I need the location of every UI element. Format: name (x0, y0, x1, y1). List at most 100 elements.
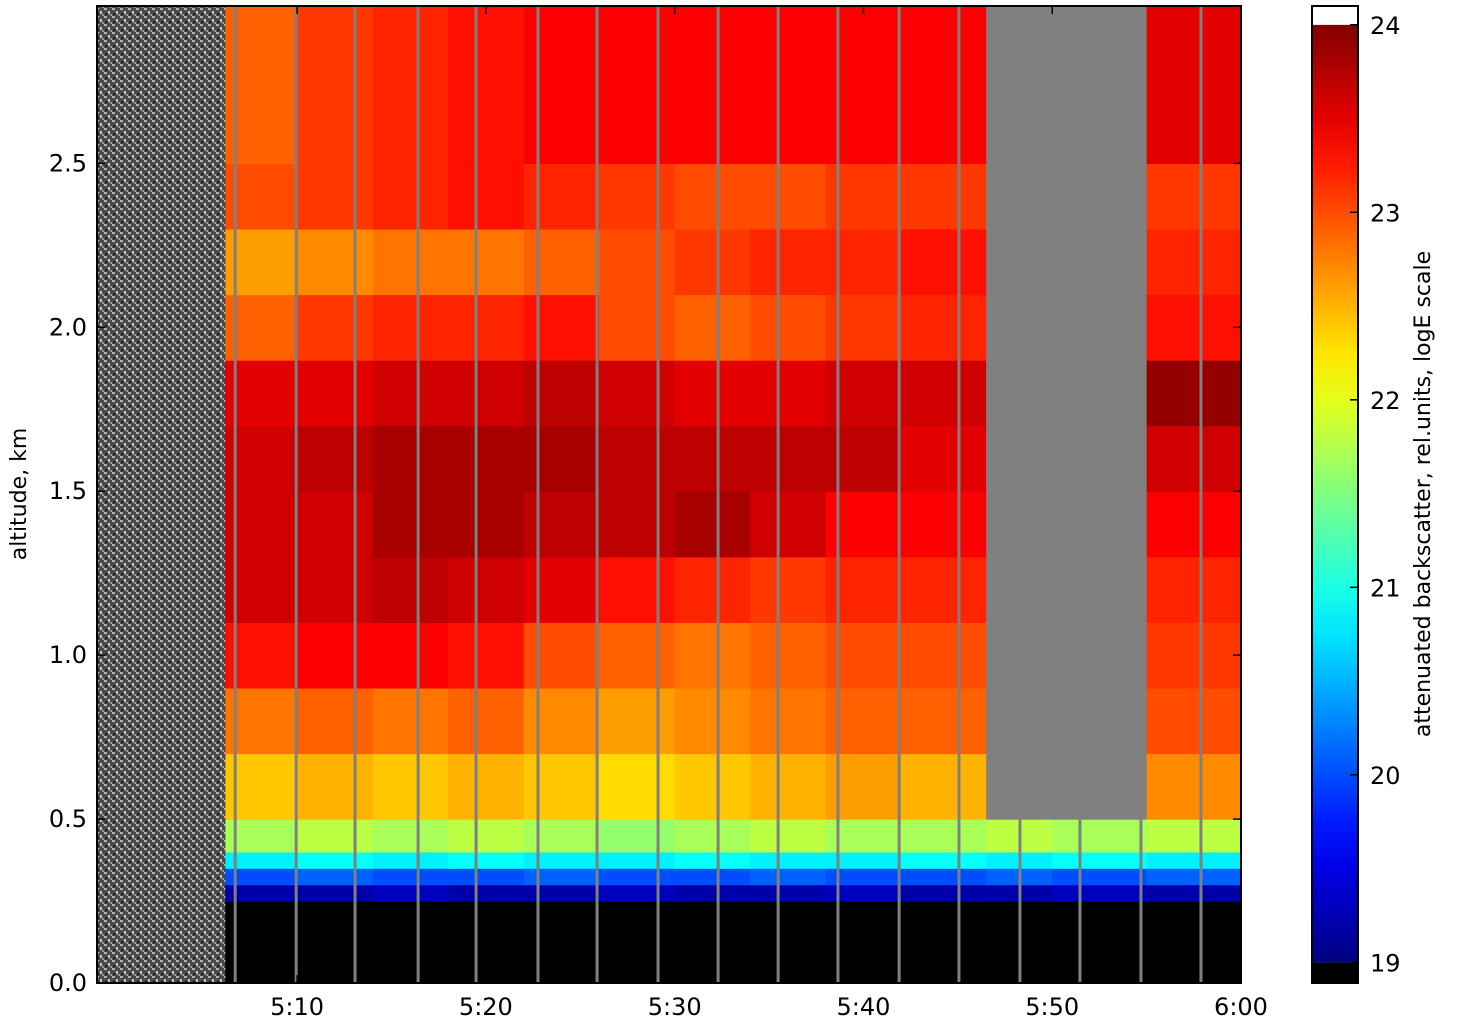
colorbar-over (1312, 6, 1358, 25)
heat-cell (448, 556, 525, 623)
heat-cell (448, 687, 525, 755)
heat-cell (1052, 622, 1148, 689)
heat-cell (599, 360, 676, 427)
heat-cell (523, 556, 600, 623)
heat-cell (97, 163, 226, 230)
heat-cell (448, 819, 525, 853)
heat-cell (674, 6, 751, 164)
heat-cell (372, 884, 449, 902)
heat-cell (750, 622, 827, 689)
heat-cell (1052, 294, 1148, 361)
heat-cell (225, 687, 298, 755)
heat-cell (297, 294, 374, 361)
heat-cell (1146, 163, 1242, 230)
heat-cell (97, 753, 226, 820)
heat-cell (448, 884, 525, 902)
heat-cell (97, 6, 226, 164)
heat-cell (599, 753, 676, 820)
heat-cell (901, 228, 987, 296)
heat-cell (523, 851, 600, 869)
heat-cell (297, 425, 374, 492)
heat-cell (97, 622, 226, 689)
x-tick-label: 5:40 (836, 993, 890, 1021)
heat-cell (599, 884, 676, 902)
x-tick-label: 5:20 (459, 993, 513, 1021)
heat-cell (97, 228, 226, 296)
heat-cell (599, 556, 676, 623)
heat-cell (599, 228, 676, 296)
heat-cell (448, 294, 525, 361)
heat-cell (901, 6, 987, 164)
colorbar-tick-label: 23 (1370, 199, 1401, 227)
heat-cell (1146, 819, 1242, 853)
colorbar-tick-label: 22 (1370, 387, 1401, 415)
heat-cell (1146, 687, 1242, 755)
plot-frame (96, 5, 1242, 984)
heat-cell (674, 687, 751, 755)
heat-cell (372, 622, 449, 689)
heat-cell (901, 491, 987, 558)
heat-cell (448, 851, 525, 869)
heat-cell (750, 556, 827, 623)
heat-cell (523, 6, 600, 164)
heat-cell (825, 868, 902, 886)
colorbar-under (1312, 962, 1358, 983)
x-tick-label: 5:10 (270, 993, 324, 1021)
heat-cell (225, 294, 298, 361)
heat-cell (523, 360, 600, 427)
heat-cell (674, 556, 751, 623)
heat-cell (448, 753, 525, 820)
y-tick-label: 0.5 (49, 805, 87, 833)
heat-cell (750, 901, 827, 984)
heat-cell (448, 425, 525, 492)
heat-cell (599, 687, 676, 755)
heat-cell (750, 851, 827, 869)
heat-cell (1052, 228, 1148, 296)
heat-cell (372, 360, 449, 427)
heat-cell (674, 425, 751, 492)
colorbar-tick-label: 20 (1370, 762, 1401, 790)
heat-cell (1052, 851, 1148, 869)
heat-cell (1052, 425, 1148, 492)
heat-cell (1052, 687, 1148, 755)
heat-cell (523, 622, 600, 689)
y-tick-label: 0.0 (49, 969, 87, 997)
heat-cell (372, 753, 449, 820)
heat-cell (1052, 163, 1148, 230)
heat-cell (825, 884, 902, 902)
heat-cell (674, 491, 751, 558)
heat-cell (297, 819, 374, 853)
heat-cell (97, 868, 226, 886)
heat-cell (1146, 360, 1242, 427)
heat-cell (448, 6, 525, 164)
heat-cell (372, 228, 449, 296)
heat-cell (1146, 884, 1242, 902)
heat-cell (523, 868, 600, 886)
heat-cell (1052, 556, 1148, 623)
heat-cell (750, 819, 827, 853)
heat-cell (225, 425, 298, 492)
heat-cell (1146, 753, 1242, 820)
heat-cell (750, 884, 827, 902)
heat-cell (1052, 901, 1148, 984)
heat-cell (599, 6, 676, 164)
heat-cell (97, 360, 226, 427)
heat-cell (372, 294, 449, 361)
heat-cell (372, 687, 449, 755)
heat-cell (297, 228, 374, 296)
heat-cell (225, 6, 298, 164)
heat-cell (372, 6, 449, 164)
heat-cell (901, 622, 987, 689)
heat-cell (1146, 901, 1242, 984)
heat-cell (225, 360, 298, 427)
heat-cell (1146, 868, 1242, 886)
y-tick-label: 1.0 (49, 641, 87, 669)
heat-cell (297, 884, 374, 902)
y-tick-label: 2.5 (49, 149, 87, 177)
heat-cell (674, 884, 751, 902)
heat-cell (297, 163, 374, 230)
heat-cell (448, 163, 525, 230)
heat-cell (523, 687, 600, 755)
heat-cell (599, 294, 676, 361)
heat-cell (599, 819, 676, 853)
